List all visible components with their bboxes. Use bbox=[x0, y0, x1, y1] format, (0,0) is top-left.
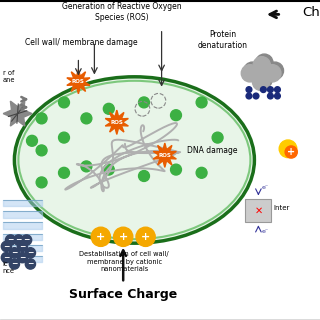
Circle shape bbox=[253, 57, 270, 74]
Text: ROS: ROS bbox=[110, 120, 123, 125]
Circle shape bbox=[139, 97, 149, 108]
Circle shape bbox=[21, 235, 32, 245]
Circle shape bbox=[268, 93, 273, 99]
Circle shape bbox=[9, 248, 20, 258]
Polygon shape bbox=[105, 110, 128, 134]
Circle shape bbox=[36, 113, 47, 124]
Circle shape bbox=[266, 62, 284, 79]
Text: Che: Che bbox=[302, 6, 320, 19]
Circle shape bbox=[13, 235, 24, 245]
Text: DNA damage: DNA damage bbox=[187, 146, 238, 155]
Circle shape bbox=[171, 110, 181, 121]
Text: −: − bbox=[11, 248, 18, 257]
Circle shape bbox=[9, 259, 20, 269]
Text: −: − bbox=[19, 242, 26, 251]
Circle shape bbox=[114, 227, 133, 246]
Circle shape bbox=[91, 227, 110, 246]
Text: r of
ane: r of ane bbox=[3, 70, 15, 83]
Text: ✕: ✕ bbox=[254, 205, 262, 215]
Circle shape bbox=[1, 252, 12, 263]
Text: −: − bbox=[11, 260, 18, 268]
Circle shape bbox=[275, 93, 280, 99]
Ellipse shape bbox=[285, 146, 297, 158]
Text: Surface Charge: Surface Charge bbox=[69, 288, 177, 301]
Text: +: + bbox=[119, 232, 128, 242]
Text: e⁻: e⁻ bbox=[262, 229, 269, 234]
Circle shape bbox=[275, 87, 280, 92]
Text: Inter: Inter bbox=[274, 205, 290, 212]
Circle shape bbox=[268, 87, 273, 92]
Circle shape bbox=[246, 87, 252, 92]
Text: −: − bbox=[15, 236, 22, 244]
Circle shape bbox=[246, 93, 252, 99]
Text: +: + bbox=[96, 232, 105, 242]
Circle shape bbox=[17, 252, 28, 263]
Circle shape bbox=[59, 167, 69, 178]
Circle shape bbox=[252, 73, 270, 91]
Circle shape bbox=[59, 97, 69, 108]
Text: −: − bbox=[23, 236, 30, 244]
Circle shape bbox=[25, 248, 36, 258]
Circle shape bbox=[196, 167, 207, 178]
Ellipse shape bbox=[279, 140, 297, 157]
Text: ROS: ROS bbox=[158, 153, 171, 158]
Circle shape bbox=[81, 161, 92, 172]
Text: Cell wall/ membrane damage: Cell wall/ membrane damage bbox=[25, 38, 138, 47]
Circle shape bbox=[212, 132, 223, 143]
FancyBboxPatch shape bbox=[245, 199, 271, 222]
Text: ic
nce: ic nce bbox=[3, 261, 15, 274]
Circle shape bbox=[244, 62, 261, 79]
Circle shape bbox=[1, 241, 12, 252]
Circle shape bbox=[253, 93, 259, 99]
Polygon shape bbox=[67, 69, 90, 94]
Polygon shape bbox=[3, 101, 32, 126]
Circle shape bbox=[196, 97, 207, 108]
Circle shape bbox=[36, 145, 47, 156]
Circle shape bbox=[136, 227, 155, 246]
Ellipse shape bbox=[14, 77, 254, 243]
Text: Protein
denaturation: Protein denaturation bbox=[197, 30, 247, 51]
Text: Generation of Reactive Oxygen
Species (ROS): Generation of Reactive Oxygen Species (R… bbox=[62, 2, 181, 22]
Circle shape bbox=[264, 65, 281, 82]
Text: +: + bbox=[287, 147, 295, 157]
Circle shape bbox=[171, 164, 181, 175]
Text: −: − bbox=[7, 236, 14, 244]
Text: −: − bbox=[3, 242, 10, 251]
Circle shape bbox=[17, 241, 28, 252]
Circle shape bbox=[59, 132, 69, 143]
Text: e⁻: e⁻ bbox=[262, 185, 269, 190]
Circle shape bbox=[139, 171, 149, 181]
Text: Destabilisation of cell wall/
membrane by cationic
nanomaterials: Destabilisation of cell wall/ membrane b… bbox=[79, 251, 169, 272]
Circle shape bbox=[81, 113, 92, 124]
Text: −: − bbox=[27, 248, 34, 257]
Circle shape bbox=[25, 259, 36, 269]
Circle shape bbox=[103, 164, 114, 175]
Circle shape bbox=[260, 87, 266, 92]
Text: −: − bbox=[27, 260, 34, 268]
Circle shape bbox=[255, 71, 272, 88]
Text: −: − bbox=[3, 253, 10, 262]
Circle shape bbox=[241, 65, 259, 82]
Circle shape bbox=[27, 135, 37, 146]
Circle shape bbox=[103, 103, 114, 114]
Circle shape bbox=[5, 235, 16, 245]
Polygon shape bbox=[153, 143, 176, 167]
Text: −: − bbox=[19, 253, 26, 262]
Circle shape bbox=[256, 54, 273, 71]
Circle shape bbox=[36, 177, 47, 188]
Text: +: + bbox=[141, 232, 150, 242]
Text: ROS: ROS bbox=[72, 79, 85, 84]
